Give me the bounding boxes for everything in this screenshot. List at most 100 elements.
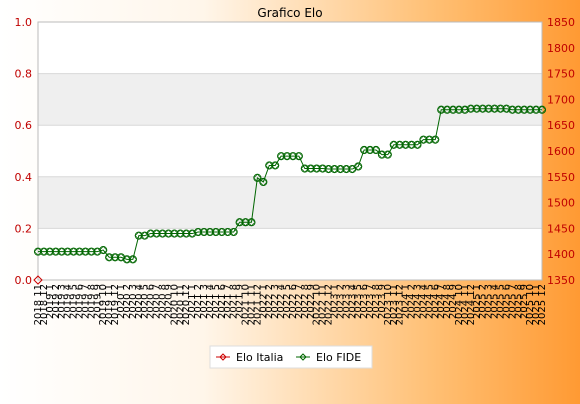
legend-box bbox=[209, 345, 373, 369]
right-tick-label: 1500 bbox=[547, 197, 575, 210]
x-tick-label: 2020 7 bbox=[152, 284, 163, 319]
x-tick-label: 2024 3 bbox=[412, 284, 423, 319]
x-tick-label: 2023 10 bbox=[383, 284, 394, 325]
legend-marker-italia bbox=[219, 353, 227, 361]
x-tick-label: 2023 9 bbox=[377, 284, 388, 319]
x-tick-label: 2025 4 bbox=[490, 284, 501, 319]
right-tick-label: 1450 bbox=[547, 222, 575, 235]
x-tick-label: 2019 7 bbox=[80, 284, 91, 319]
series-elo-fide bbox=[33, 104, 547, 264]
x-tick-label: 2019 11 bbox=[104, 284, 115, 325]
x-tick-label: 2023 1 bbox=[329, 284, 340, 319]
plot-border bbox=[37, 21, 543, 281]
x-tick-label: 2023 5 bbox=[353, 284, 364, 319]
plot-band bbox=[38, 176, 542, 229]
x-tick-label: 2025 1 bbox=[472, 284, 483, 319]
x-tick-label: 2021 9 bbox=[235, 284, 246, 319]
x-tick-label: 2024 1 bbox=[401, 284, 412, 319]
x-tick-label: 2019 4 bbox=[63, 284, 74, 319]
x-tick-label: 2025 12 bbox=[537, 284, 548, 325]
x-tick-label: 2022 3 bbox=[270, 284, 281, 319]
x-tick-label: 2021 4 bbox=[205, 284, 216, 319]
x-tick-label: 2022 12 bbox=[324, 284, 335, 325]
elo-fide-marker bbox=[502, 104, 511, 113]
x-tick-label: 2022 10 bbox=[312, 284, 323, 325]
x-tick-label: 2022 2 bbox=[264, 284, 275, 319]
x-tick-label: 2021 12 bbox=[252, 284, 263, 325]
x-tick-label: 2023 11 bbox=[389, 284, 400, 325]
elo-fide-marker bbox=[371, 145, 381, 155]
elo-italia-point bbox=[33, 275, 43, 285]
x-tick-label: 2025 3 bbox=[484, 284, 495, 319]
right-tick-label: 1600 bbox=[547, 145, 575, 158]
x-tick-label: 2021 10 bbox=[241, 284, 252, 325]
x-tick-label: 2020 9 bbox=[163, 284, 174, 319]
plot-background bbox=[38, 22, 542, 280]
x-tick-label: 2018 11 bbox=[33, 284, 44, 325]
x-tick-label: 2021 11 bbox=[246, 284, 257, 325]
x-tick-label: 2020 3 bbox=[128, 284, 139, 319]
x-tick-label: 2021 6 bbox=[217, 284, 228, 319]
elo-fide-marker bbox=[253, 173, 262, 182]
x-tick-label: 2021 5 bbox=[211, 284, 222, 319]
x-tick-label: 2019 3 bbox=[57, 284, 68, 319]
x-tick-label: 2020 11 bbox=[175, 284, 186, 325]
left-tick-label: 0.8 bbox=[15, 68, 33, 81]
x-tick-label: 2023 7 bbox=[365, 284, 376, 319]
x-tick-label: 2024 4 bbox=[418, 284, 429, 319]
x-tick-label: 2025 6 bbox=[501, 284, 512, 319]
x-tick-label: 2020 6 bbox=[146, 284, 157, 319]
left-tick-label: 1.0 bbox=[15, 16, 33, 29]
x-tick-label: 2023 6 bbox=[359, 284, 370, 319]
right-tick-label: 1750 bbox=[547, 68, 575, 81]
x-tick-label: 2020 10 bbox=[169, 284, 180, 325]
x-tick-label: 2024 7 bbox=[436, 284, 447, 319]
x-tick-label: 2021 7 bbox=[223, 284, 234, 319]
left-tick-label: 0.6 bbox=[15, 119, 33, 132]
left-tick-label: 0.0 bbox=[15, 274, 33, 287]
x-tick-label: 2025 8 bbox=[513, 284, 524, 319]
x-tick-label: 2025 9 bbox=[519, 284, 530, 319]
x-tick-label: 2024 10 bbox=[454, 284, 465, 325]
elo-fide-marker bbox=[413, 140, 422, 149]
x-tick-label: 2024 9 bbox=[448, 284, 459, 319]
right-tick-label: 1550 bbox=[547, 171, 575, 184]
left-axis-ticks: 0.0 0.2 0.4 0.6 0.8 1.0 bbox=[15, 16, 33, 287]
elo-fide-marker bbox=[537, 105, 547, 114]
series-elo-italia bbox=[33, 275, 43, 285]
legend-label-italia: Elo Italia bbox=[236, 351, 283, 364]
elo-fide-marker bbox=[383, 150, 392, 159]
x-tick-label: 2024 5 bbox=[424, 284, 435, 319]
elo-fide-marker bbox=[271, 161, 280, 170]
x-tick-label: 2020 5 bbox=[140, 284, 151, 319]
right-tick-label: 1350 bbox=[547, 274, 575, 287]
x-tick-label: 2019 8 bbox=[86, 284, 97, 319]
x-tick-label: 2021 8 bbox=[229, 284, 240, 319]
x-tick-label: 2022 1 bbox=[258, 284, 269, 319]
x-tick-label: 2022 8 bbox=[300, 284, 311, 319]
x-tick-label: 2024 11 bbox=[460, 284, 471, 325]
x-tick-label: 2019 9 bbox=[92, 284, 103, 319]
x-tick-label: 2021 1 bbox=[187, 284, 198, 319]
elo-fide-marker bbox=[229, 227, 238, 237]
x-tick-label: 2020 4 bbox=[134, 284, 145, 319]
grid-lines bbox=[37, 21, 543, 281]
elo-fide-line bbox=[38, 108, 542, 260]
x-tick-label: 2024 6 bbox=[430, 284, 441, 319]
x-tick-label: 2022 9 bbox=[306, 284, 317, 319]
right-tick-label: 1650 bbox=[547, 119, 575, 132]
x-tick-label: 2022 6 bbox=[288, 284, 299, 319]
elo-fide-marker bbox=[247, 218, 256, 227]
x-tick-label: 2019 10 bbox=[98, 284, 109, 325]
x-tick-label: 2023 12 bbox=[395, 284, 406, 325]
x-tick-label: 2023 2 bbox=[335, 284, 346, 319]
x-tick-label: 2025 7 bbox=[507, 284, 518, 319]
x-tick-label: 2019 2 bbox=[51, 284, 62, 319]
x-tick-label: 2025 5 bbox=[495, 284, 506, 319]
x-tick-label: 2024 12 bbox=[466, 284, 477, 325]
x-tick-label: 2023 8 bbox=[371, 284, 382, 319]
elo-fide-marker bbox=[99, 245, 108, 255]
left-tick-label: 0.4 bbox=[15, 171, 33, 184]
